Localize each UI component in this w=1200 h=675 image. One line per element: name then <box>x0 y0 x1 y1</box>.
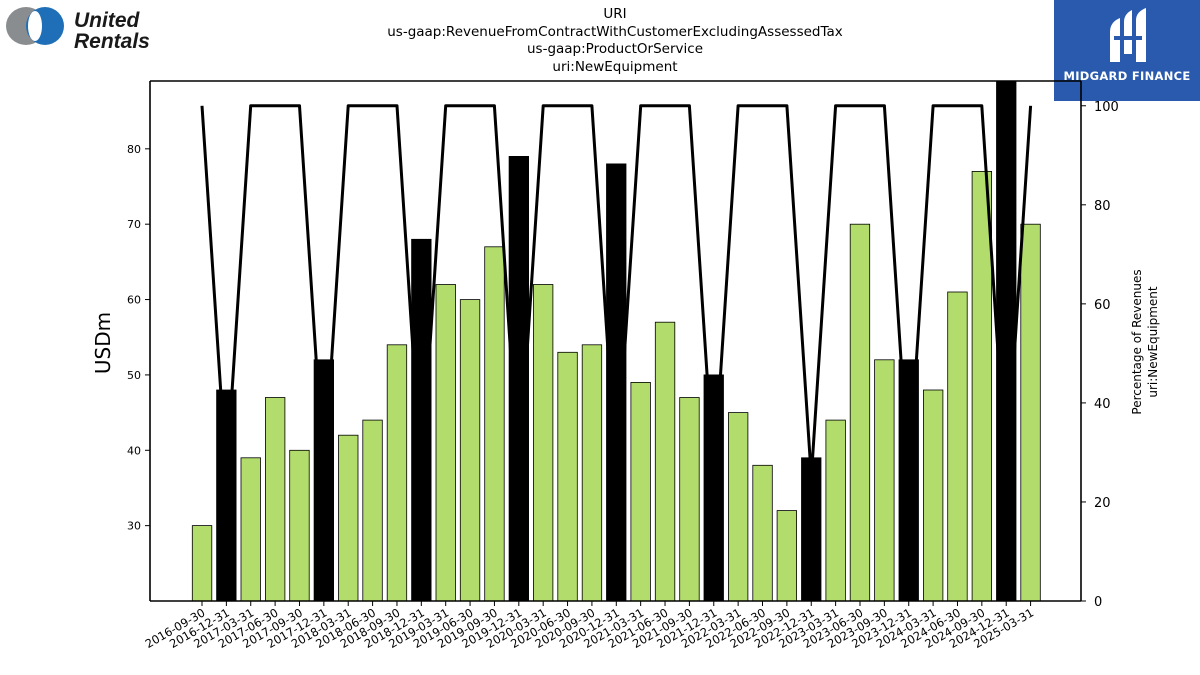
bar-2016-09-30 <box>191 525 213 602</box>
y-tick-label-40: 40 <box>127 444 141 457</box>
bar-2020-03-31 <box>533 284 554 602</box>
y-tick-label-50: 50 <box>127 369 141 382</box>
bar-2016-12-31 <box>216 389 237 602</box>
chart-title-line-3: us-gaap:ProductOrService <box>526 41 704 57</box>
bar-2020-06-30 <box>557 351 578 602</box>
bar-2021-09-30 <box>679 397 700 602</box>
bars <box>191 80 1041 602</box>
y-tick-label-30: 30 <box>127 520 141 533</box>
y2-axis-label-line-2: uri:NewEquipment <box>1146 286 1160 398</box>
y-tick-label-60: 60 <box>127 294 141 307</box>
y2-tick-label-100: 100 <box>1094 100 1119 115</box>
bar-2025-03-31 <box>1020 223 1041 602</box>
bar-2021-12-31 <box>703 374 724 602</box>
bar-2022-12-31 <box>801 457 822 602</box>
bar-2022-06-30 <box>752 464 773 602</box>
bar-2018-12-31 <box>411 238 432 602</box>
brand-line-2: Rentals <box>74 30 150 53</box>
bar-2023-09-30 <box>874 359 895 602</box>
united-rentals-logo-mark <box>6 7 64 45</box>
percentage-line-layer <box>200 104 1033 479</box>
bar-2024-06-30 <box>947 291 968 602</box>
y-axis-label: USDm <box>91 312 115 374</box>
bar-2019-06-30 <box>459 299 481 602</box>
bar-2019-03-31 <box>435 284 456 602</box>
chart-title-line-1: URI <box>603 6 627 22</box>
y-tick-label-70: 70 <box>127 218 141 231</box>
bar-2017-09-30 <box>289 449 310 602</box>
brand-line-1: United <box>74 9 140 32</box>
y2-tick-label-80: 80 <box>1094 199 1111 214</box>
bar-2021-06-30 <box>654 321 676 602</box>
bar-2022-03-31 <box>728 412 749 602</box>
united-rentals-logo: United Rentals <box>6 6 166 52</box>
midgard-finance-mark <box>1110 8 1146 62</box>
midgard-finance-name: MIDGARD FINANCE <box>1063 69 1191 83</box>
y2-tick-label-0: 0 <box>1094 595 1102 610</box>
bar-2020-09-30 <box>581 344 603 602</box>
axes: 3040506070800204060801002016-09-302016-1… <box>127 80 1119 651</box>
bar-2024-09-30 <box>971 170 992 602</box>
united-rentals-wordmark: United Rentals <box>74 10 150 52</box>
percentage-line <box>200 104 1033 479</box>
y2-tick-label-60: 60 <box>1094 298 1111 313</box>
bar-2018-09-30 <box>386 344 408 602</box>
y-tick-label-80: 80 <box>127 143 141 156</box>
midgard-finance-logo: MIDGARD FINANCE <box>1054 0 1200 101</box>
bar-2023-03-31 <box>825 419 846 602</box>
bar-2024-03-31 <box>923 389 944 602</box>
bar-2019-09-30 <box>484 246 505 602</box>
bar-2018-06-30 <box>362 419 383 602</box>
chart-title: URI us-gaap:RevenueFromContractWithCusto… <box>300 6 930 76</box>
chart-title-line-2: us-gaap:RevenueFromContractWithCustomerE… <box>387 23 843 40</box>
bar-2017-06-30 <box>264 397 286 602</box>
bar-2021-03-31 <box>630 381 651 602</box>
y2-tick-label-20: 20 <box>1094 496 1111 511</box>
y2-tick-label-40: 40 <box>1094 397 1111 412</box>
bar-2022-09-30 <box>776 510 797 602</box>
bar-2023-06-30 <box>849 223 871 602</box>
bar-2017-03-31 <box>240 457 261 602</box>
bar-2018-03-31 <box>338 434 359 602</box>
y2-axis-label-line-1: Percentage of Revenues <box>1130 269 1144 414</box>
chart-title-line-4: uri:NewEquipment <box>552 58 678 75</box>
bar-2024-12-31 <box>996 80 1017 602</box>
